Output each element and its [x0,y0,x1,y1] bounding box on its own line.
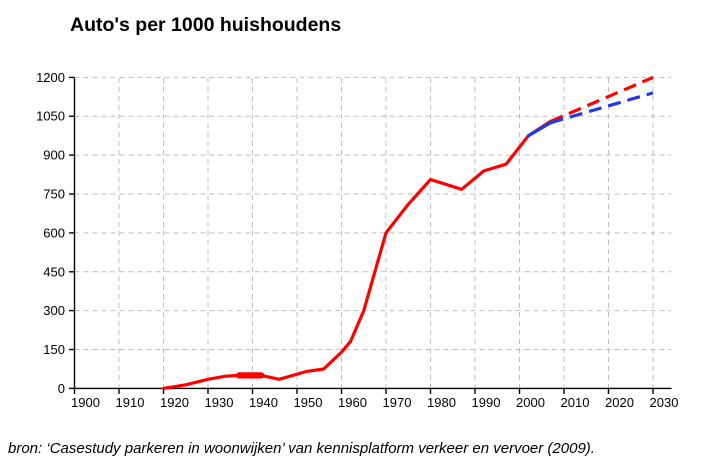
svg-text:600: 600 [43,225,65,240]
svg-text:2020: 2020 [605,395,634,410]
svg-text:1970: 1970 [383,395,412,410]
svg-text:1920: 1920 [160,395,189,410]
svg-text:1200: 1200 [36,70,65,85]
svg-text:0: 0 [58,381,65,396]
svg-text:1940: 1940 [249,395,278,410]
svg-text:1910: 1910 [116,395,145,410]
svg-text:1980: 1980 [427,395,456,410]
svg-text:1960: 1960 [338,395,367,410]
svg-text:2030: 2030 [650,395,679,410]
svg-text:1930: 1930 [205,395,234,410]
svg-text:2010: 2010 [561,395,590,410]
svg-text:300: 300 [43,303,65,318]
svg-text:1900: 1900 [71,395,100,410]
svg-text:1050: 1050 [36,109,65,124]
svg-text:900: 900 [43,148,65,163]
svg-text:1950: 1950 [294,395,323,410]
svg-text:450: 450 [43,264,65,279]
svg-text:2000: 2000 [516,395,545,410]
svg-text:150: 150 [43,342,65,357]
svg-text:1990: 1990 [472,395,501,410]
svg-text:750: 750 [43,187,65,202]
